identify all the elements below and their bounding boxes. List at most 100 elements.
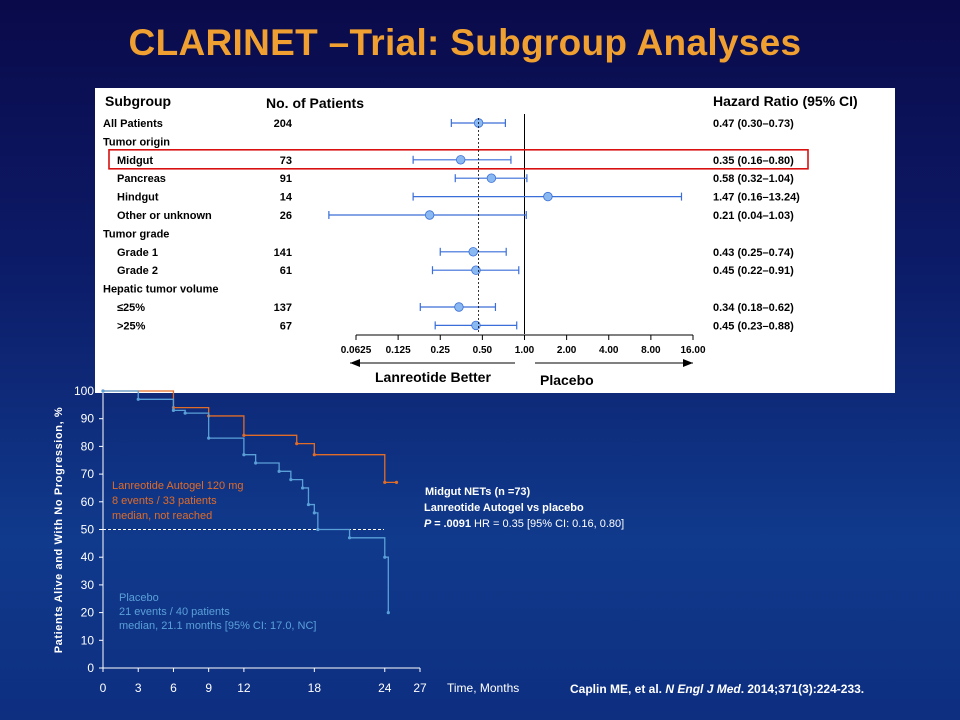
row-patients: 204: [274, 118, 293, 130]
row-label: Hindgut: [117, 192, 159, 204]
km-legend-placebo-line: median, 21.1 months [95% CI: 17.0, NC]: [119, 620, 317, 632]
km-censor-mark: [386, 611, 390, 615]
forest-tick-label: 4.00: [599, 345, 619, 356]
arrow-right-head: [683, 359, 693, 367]
row-patients: 73: [280, 155, 292, 167]
arrow-right-label: Placebo: [540, 372, 594, 388]
km-censor-mark: [242, 433, 246, 437]
row-hr-text: 0.58 (0.32–1.04): [713, 173, 794, 185]
km-censor-mark: [383, 555, 387, 559]
km-placebo-curve: [103, 390, 389, 613]
header-hazard-ratio: Hazard Ratio (95% CI): [713, 93, 858, 109]
km-censor-mark: [254, 461, 258, 465]
km-x-tick-label: 12: [237, 681, 251, 695]
row-hr-text: 0.35 (0.16–0.80): [713, 155, 794, 167]
km-censor-mark: [312, 453, 316, 457]
km-legend-placebo-line: 21 events / 40 patients: [119, 606, 230, 618]
km-censor-mark: [277, 469, 281, 473]
km-y-tick-label: 0: [87, 661, 94, 675]
km-y-tick-label: 10: [81, 633, 95, 647]
km-censor-mark: [347, 536, 352, 540]
row-hr-text: 1.47 (0.16–13.24): [713, 192, 800, 204]
forest-tick-label: 0.0625: [341, 345, 372, 356]
km-y-tick-label: 70: [81, 467, 95, 481]
forest-tick-label: 8.00: [641, 345, 661, 356]
km-legend-lanreotide-line: Lanreotide Autogel 120 mg: [112, 480, 244, 492]
km-censor-mark: [242, 453, 246, 457]
citation-authors: Caplin ME, et al.: [570, 682, 666, 696]
km-y-tick-label: 60: [81, 495, 95, 509]
forest-plot-panel: Subgroup No. of Patients Hazard Ratio (95%…: [95, 88, 895, 393]
row-label: ≤25%: [117, 302, 145, 314]
row-hr-text: 0.21 (0.04–1.03): [713, 210, 794, 222]
km-x-tick-label: 24: [378, 681, 392, 695]
row-label: Other or unknown: [117, 210, 212, 222]
header-subgroup: Subgroup: [105, 93, 171, 109]
row-label: All Patients: [103, 118, 163, 130]
row-hr-text: 0.34 (0.18–0.62): [713, 302, 794, 314]
forest-plot: Subgroup No. of Patients Hazard Ratio (95%…: [103, 93, 858, 388]
km-x-tick-label: 0: [100, 681, 107, 695]
km-x-tick-label: 27: [413, 681, 427, 695]
row-label: Pancreas: [117, 173, 166, 185]
row-patients: 67: [280, 320, 292, 332]
hr-point: [424, 210, 435, 220]
arrow-left-label: Lanreotide Better: [375, 369, 491, 385]
km-y-tick-label: 40: [81, 550, 95, 564]
arrow-left-head: [350, 359, 360, 367]
row-hr-text: 0.43 (0.25–0.74): [713, 247, 794, 259]
forest-tick-label: 0.125: [386, 345, 411, 356]
row-label: Midgut: [117, 155, 153, 167]
citation-journal: N Engl J Med: [665, 682, 741, 696]
km-x-tick-label: 9: [205, 681, 212, 695]
km-censor-mark: [300, 486, 305, 490]
hr-point: [454, 302, 464, 312]
row-patients: 26: [280, 210, 292, 222]
km-censor-mark: [207, 436, 211, 440]
slide-title: CLARINET –Trial: Subgroup Analyses: [128, 22, 802, 63]
km-annotation-hr: HR = 0.35 [95% CI: 0.16, 0.80]: [471, 518, 624, 530]
hr-point: [543, 191, 553, 202]
km-censor-mark: [289, 478, 293, 482]
km-legend-placebo-line: Placebo: [119, 592, 159, 604]
km-y-tick-label: 80: [81, 439, 95, 453]
row-patients: 91: [280, 173, 292, 185]
forest-tick-label: 16.00: [680, 345, 705, 356]
forest-tick-label: 1.00: [515, 345, 535, 356]
forest-tick-label: 0.50: [473, 345, 493, 356]
km-y-tick-label: 50: [81, 523, 95, 537]
km-annotation-stats: P = .0091 HR = 0.35 [95% CI: 0.16, 0.80]: [424, 518, 624, 530]
km-censor-mark: [394, 480, 399, 485]
highlight-box: [108, 148, 809, 170]
km-censor-mark: [136, 397, 140, 401]
row-hr-text: 0.47 (0.30–0.73): [713, 118, 794, 130]
row-label: Grade 2: [117, 265, 158, 277]
km-x-tick-label: 3: [135, 681, 142, 695]
km-y-tick-label: 30: [81, 578, 95, 592]
km-legend-lanreotide-line: median, not reached: [112, 510, 212, 522]
row-patients: 61: [280, 265, 292, 277]
km-y-tick-label: 20: [81, 606, 95, 620]
row-hr-text: 0.45 (0.23–0.88): [713, 320, 794, 332]
hr-point: [471, 320, 481, 331]
row-patients: 137: [274, 302, 292, 314]
row-hr-text: 0.45 (0.22–0.91): [713, 265, 794, 277]
hr-point: [468, 247, 478, 257]
km-y-tick-label: 90: [81, 412, 95, 426]
row-label: Tumor origin: [103, 136, 170, 148]
row-label: Grade 1: [117, 247, 158, 259]
forest-tick-label: 0.25: [431, 345, 451, 356]
km-annotation-title: Midgut NETs (n =73): [425, 486, 531, 498]
km-y-axis-label: Patients Alive and With No Progression, …: [53, 407, 65, 654]
header-patients: No. of Patients: [266, 95, 364, 111]
row-label: >25%: [117, 320, 146, 332]
km-annotation-comparison: Lanreotide Autogel vs placebo: [424, 502, 584, 514]
km-censor-mark: [183, 411, 187, 415]
row-patients: 141: [274, 247, 292, 259]
row-label: Hepatic tumor volume: [103, 284, 219, 296]
km-x-axis-label: Time, Months: [447, 681, 519, 695]
km-censor-mark: [295, 442, 299, 446]
km-legend-lanreotide-line: 8 events / 33 patients: [112, 495, 217, 507]
